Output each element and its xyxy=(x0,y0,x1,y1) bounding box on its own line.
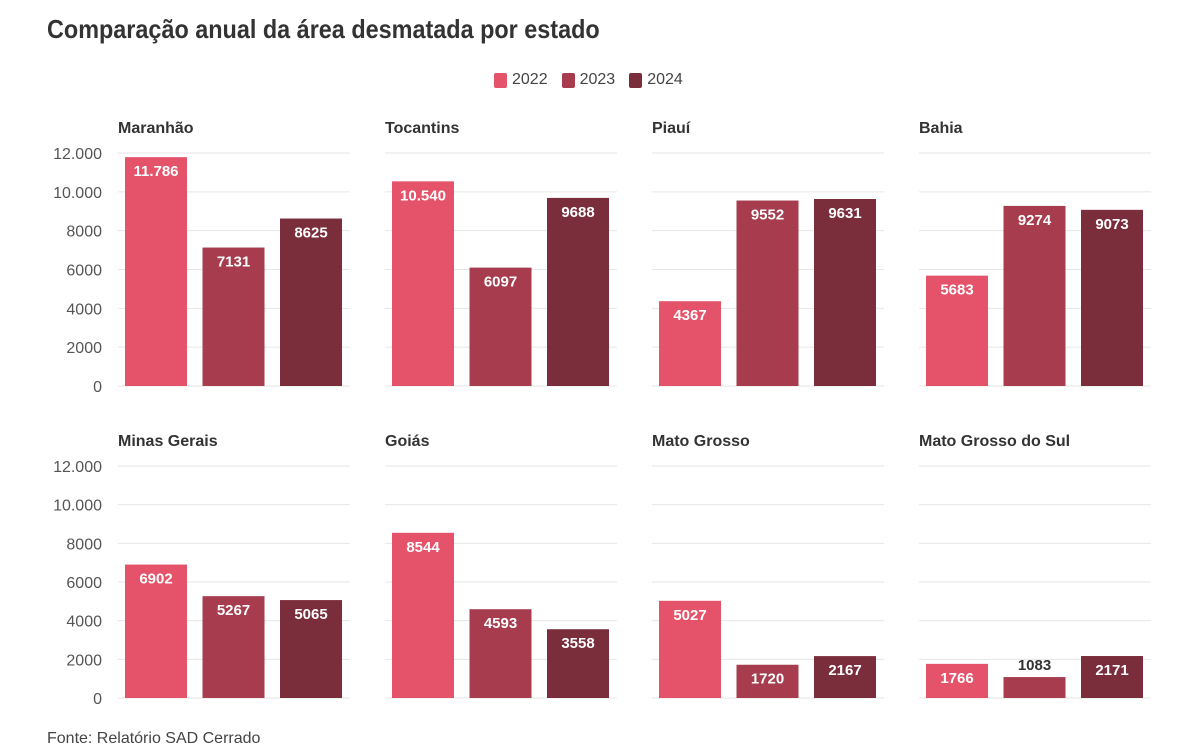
y-tick-label: 0 xyxy=(93,379,102,396)
panel-title: Tocantins xyxy=(385,120,459,137)
data-label: 3558 xyxy=(561,635,594,652)
legend-swatch xyxy=(629,72,643,88)
data-label: 1720 xyxy=(751,671,784,688)
panel-title: Minas Gerais xyxy=(118,433,218,450)
bar-2023 xyxy=(736,664,799,698)
panel-title: Maranhão xyxy=(118,120,194,137)
data-label: 9631 xyxy=(828,205,861,222)
bar-2022 xyxy=(659,301,721,386)
bar-2024 xyxy=(1081,656,1143,698)
legend-label: 2022 xyxy=(512,71,548,88)
data-label: 11.786 xyxy=(133,163,178,180)
data-label: 1766 xyxy=(940,670,973,687)
data-label: 4367 xyxy=(673,307,706,324)
y-tick-label: 2000 xyxy=(66,652,102,669)
bar-2023 xyxy=(469,609,532,698)
data-label: 5027 xyxy=(673,607,706,624)
data-label: 5267 xyxy=(217,602,250,619)
y-tick-label: 4000 xyxy=(66,614,102,631)
y-tick-label: 10.000 xyxy=(53,185,102,202)
bar-2023 xyxy=(1003,205,1066,386)
y-tick-label: 4000 xyxy=(66,301,102,318)
data-label: 2171 xyxy=(1095,662,1128,679)
bar-2024 xyxy=(814,656,876,698)
data-label: 9073 xyxy=(1095,216,1128,233)
legend-item-2023: 2023 xyxy=(561,71,616,89)
y-tick-label: 6000 xyxy=(66,575,102,592)
bar-2022 xyxy=(125,157,187,386)
data-label: 2167 xyxy=(828,662,861,679)
legend-swatch xyxy=(494,72,507,88)
bar-2022 xyxy=(926,275,988,386)
panel-title: Mato Grosso xyxy=(652,433,750,450)
data-label: 6902 xyxy=(139,571,172,588)
y-tick-label: 8000 xyxy=(66,536,102,553)
legend: 2022 2023 2024 xyxy=(494,71,683,89)
y-tick-label: 8000 xyxy=(66,224,102,241)
data-label: 5683 xyxy=(940,282,973,299)
bar-2022 xyxy=(392,181,454,386)
data-label: 8625 xyxy=(294,225,327,242)
data-label: 9274 xyxy=(1018,212,1052,229)
bar-2023 xyxy=(469,267,532,386)
bar-2023 xyxy=(202,247,265,386)
bar-2024 xyxy=(547,197,609,386)
bar-2023 xyxy=(736,200,799,386)
panel-title: Piauí xyxy=(652,120,691,137)
bar-2024 xyxy=(280,600,342,698)
bar-2023 xyxy=(1003,677,1066,698)
legend-label: 2023 xyxy=(579,71,616,88)
data-label: 7131 xyxy=(217,254,250,271)
legend-label: 2024 xyxy=(647,71,683,88)
panel-title: Mato Grosso do Sul xyxy=(919,433,1070,450)
panel-title: Bahia xyxy=(919,120,963,137)
bar-2022 xyxy=(926,663,988,698)
data-label: 4593 xyxy=(484,615,517,632)
y-tick-label: 10.000 xyxy=(53,498,102,515)
bar-2023 xyxy=(202,596,265,698)
y-tick-label: 12.000 xyxy=(53,146,102,163)
bar-2024 xyxy=(814,198,876,386)
bar-2024 xyxy=(1081,209,1143,386)
panel-title: Goiás xyxy=(385,433,430,450)
data-label: 9552 xyxy=(751,207,784,224)
y-tick-label: 2000 xyxy=(66,340,102,357)
y-tick-label: 12.000 xyxy=(53,459,102,476)
legend-item-2024: 2024 xyxy=(629,71,683,89)
data-label: 8544 xyxy=(406,539,440,556)
bar-2024 xyxy=(280,218,342,386)
data-label: 9688 xyxy=(561,204,594,221)
chart-title: Comparação anual da área desmatada por e… xyxy=(47,14,600,44)
bar-2024 xyxy=(547,629,609,698)
legend-swatch xyxy=(561,72,575,88)
y-tick-label: 0 xyxy=(93,691,102,708)
bar-2022 xyxy=(392,532,454,698)
y-tick-label: 6000 xyxy=(66,263,102,280)
data-label: 10.540 xyxy=(400,187,446,204)
bar-2022 xyxy=(125,564,187,698)
legend-item-2022: 2022 xyxy=(494,71,548,89)
bar-2022 xyxy=(659,600,721,698)
data-label: 5065 xyxy=(294,606,327,623)
data-label: 6097 xyxy=(484,274,517,291)
source-note: Fonte: Relatório SAD Cerrado xyxy=(47,730,261,747)
data-label: 1083 xyxy=(1018,657,1051,674)
